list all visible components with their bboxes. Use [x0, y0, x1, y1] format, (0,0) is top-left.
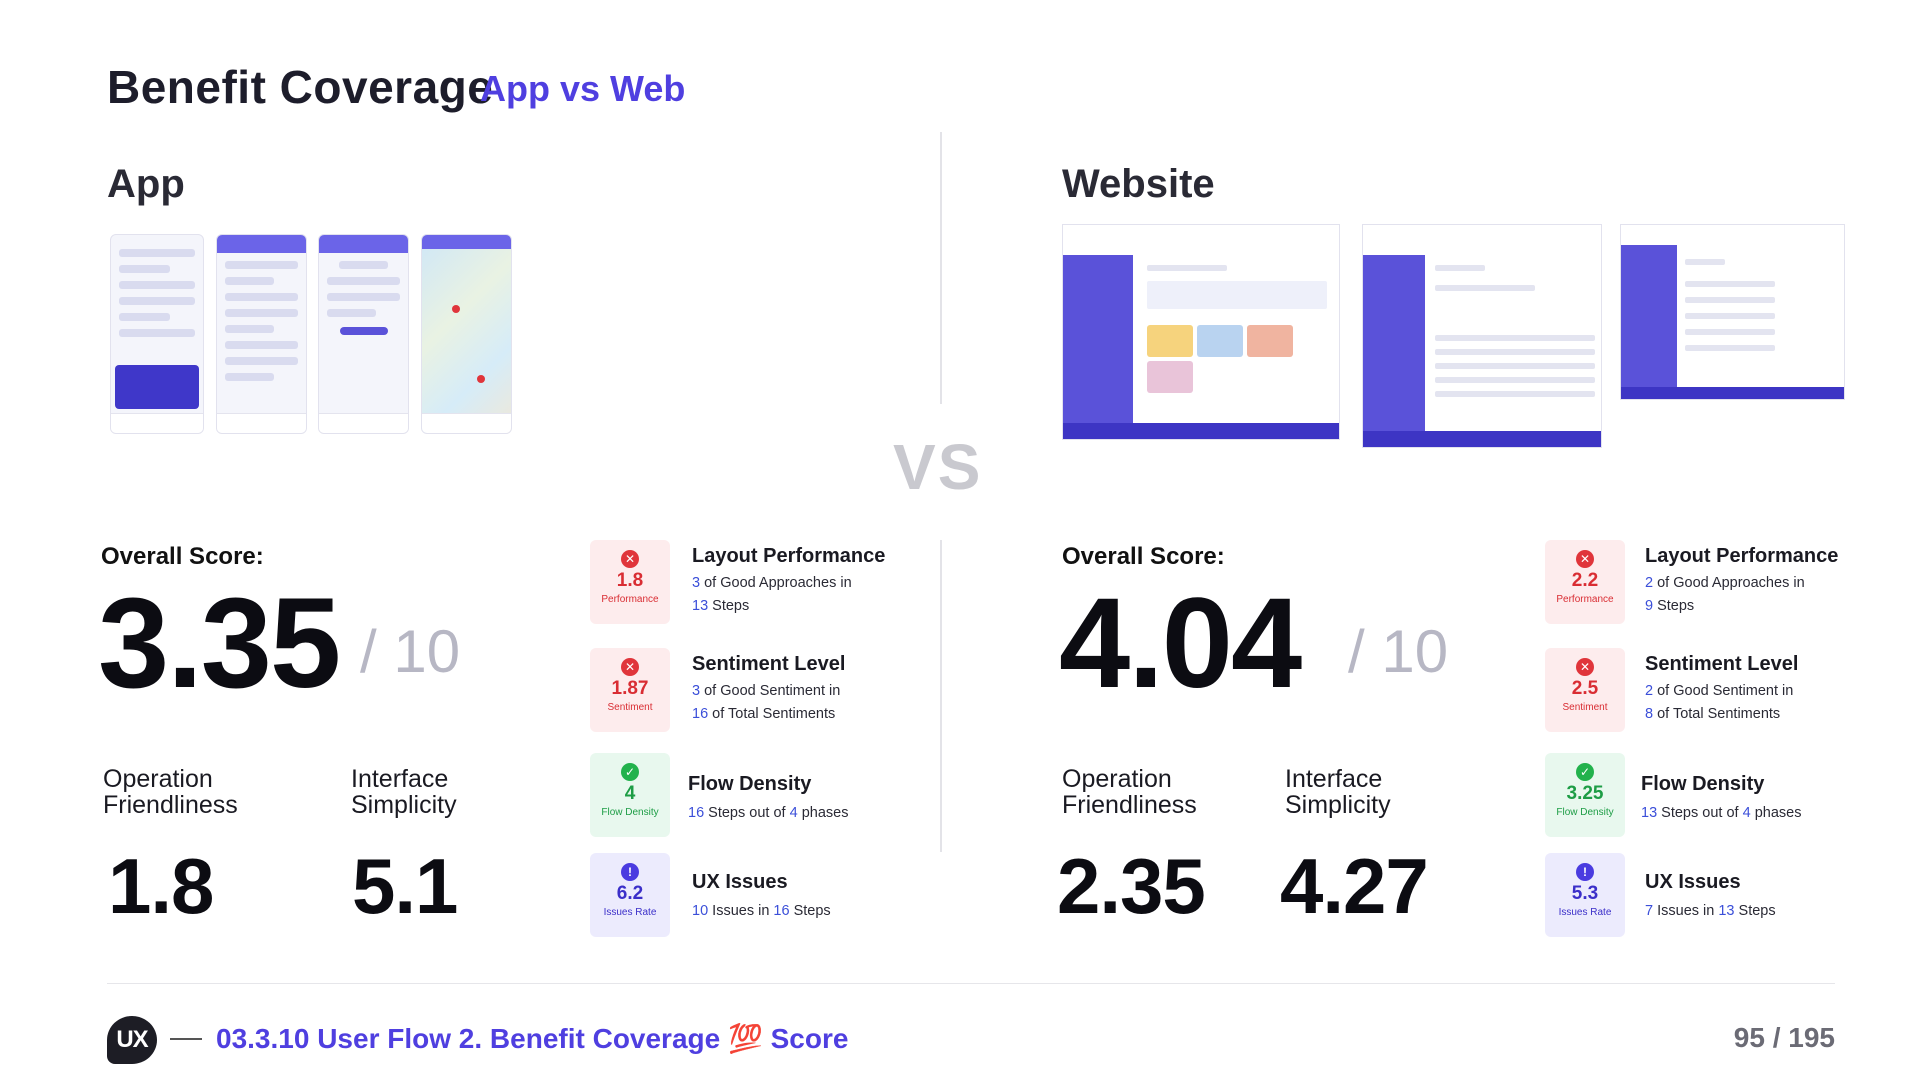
divider-bottom: [940, 540, 942, 852]
app-ux-issues-badge: ! 6.2 Issues Rate: [590, 853, 670, 937]
web-overall-score: 4.04: [1059, 572, 1302, 715]
web-operation-friendliness-label: Operation Friendliness: [1062, 765, 1197, 820]
web-screenshot-home: [1062, 224, 1340, 440]
app-flow-density-info: Flow Density 16 Steps out of 4 phases: [688, 773, 849, 821]
web-ux-issues-badge: ! 5.3 Issues Rate: [1545, 853, 1625, 937]
info-circle-icon: !: [1576, 863, 1594, 881]
app-interface-simplicity-value: 5.1: [352, 842, 458, 930]
app-flow-density-badge: ✓ 4 Flow Density: [590, 753, 670, 837]
footer-divider: [107, 983, 1835, 984]
app-sentiment-level-badge: ✕ 1.87 Sentiment: [590, 648, 670, 732]
divider-top: [940, 132, 942, 404]
web-interface-simplicity-value: 4.27: [1280, 842, 1429, 930]
app-screenshot-map: [421, 234, 512, 434]
footer-dash: [170, 1038, 202, 1040]
vs-label: VS: [893, 431, 983, 503]
app-overall-label: Overall Score:: [101, 543, 264, 570]
web-screenshot-form: [1620, 224, 1845, 400]
x-circle-icon: ✕: [621, 658, 639, 676]
web-flow-density-info: Flow Density 13 Steps out of 4 phases: [1641, 773, 1802, 821]
x-circle-icon: ✕: [1576, 550, 1594, 568]
app-layout-performance-info: Layout Performance 3 of Good Approaches …: [692, 545, 886, 614]
info-circle-icon: !: [621, 863, 639, 881]
x-circle-icon: ✕: [1576, 658, 1594, 676]
page-title: Benefit Coverage: [107, 61, 494, 113]
app-sentiment-level-info: Sentiment Level 3 of Good Sentiment in 1…: [692, 653, 846, 722]
web-interface-simplicity-label: Interface Simplicity: [1285, 765, 1391, 820]
web-operation-friendliness-value: 2.35: [1057, 842, 1206, 930]
web-flow-density-badge: ✓ 3.25 Flow Density: [1545, 753, 1625, 837]
web-layout-performance-info: Layout Performance 2 of Good Approaches …: [1645, 545, 1839, 614]
app-interface-simplicity-label: Interface Simplicity: [351, 765, 457, 820]
app-section-title: App: [107, 162, 185, 206]
web-overall-label: Overall Score:: [1062, 543, 1225, 570]
app-operation-friendliness-label: Operation Friendliness: [103, 765, 238, 820]
page-number: 95 / 195: [1733, 1022, 1835, 1053]
web-out-of: / 10: [1348, 618, 1449, 685]
web-section-title: Website: [1062, 162, 1215, 206]
web-sentiment-level-badge: ✕ 2.5 Sentiment: [1545, 648, 1625, 732]
web-sentiment-level-info: Sentiment Level 2 of Good Sentiment in 8…: [1645, 653, 1799, 722]
app-screenshot-home: [110, 234, 204, 434]
app-operation-friendliness-value: 1.8: [108, 842, 214, 930]
app-ux-issues-info: UX Issues 10 Issues in 16 Steps: [692, 871, 831, 919]
page-subtitle: App vs Web: [480, 68, 686, 109]
app-screenshot-contact: [318, 234, 409, 434]
x-circle-icon: ✕: [621, 550, 639, 568]
app-layout-performance-badge: ✕ 1.8 Performance: [590, 540, 670, 624]
app-overall-score: 3.35: [98, 572, 341, 715]
check-circle-icon: ✓: [1576, 763, 1594, 781]
web-layout-performance-badge: ✕ 2.2 Performance: [1545, 540, 1625, 624]
app-screenshot-benefits: [216, 234, 307, 434]
footer-breadcrumb: 03.3.10 User Flow 2. Benefit Coverage 💯 …: [216, 1023, 849, 1054]
ux-logo: UX: [107, 1016, 157, 1064]
check-circle-icon: ✓: [621, 763, 639, 781]
app-out-of: / 10: [360, 618, 461, 685]
web-ux-issues-info: UX Issues 7 Issues in 13 Steps: [1645, 871, 1776, 919]
web-screenshot-benefits: [1362, 224, 1602, 448]
